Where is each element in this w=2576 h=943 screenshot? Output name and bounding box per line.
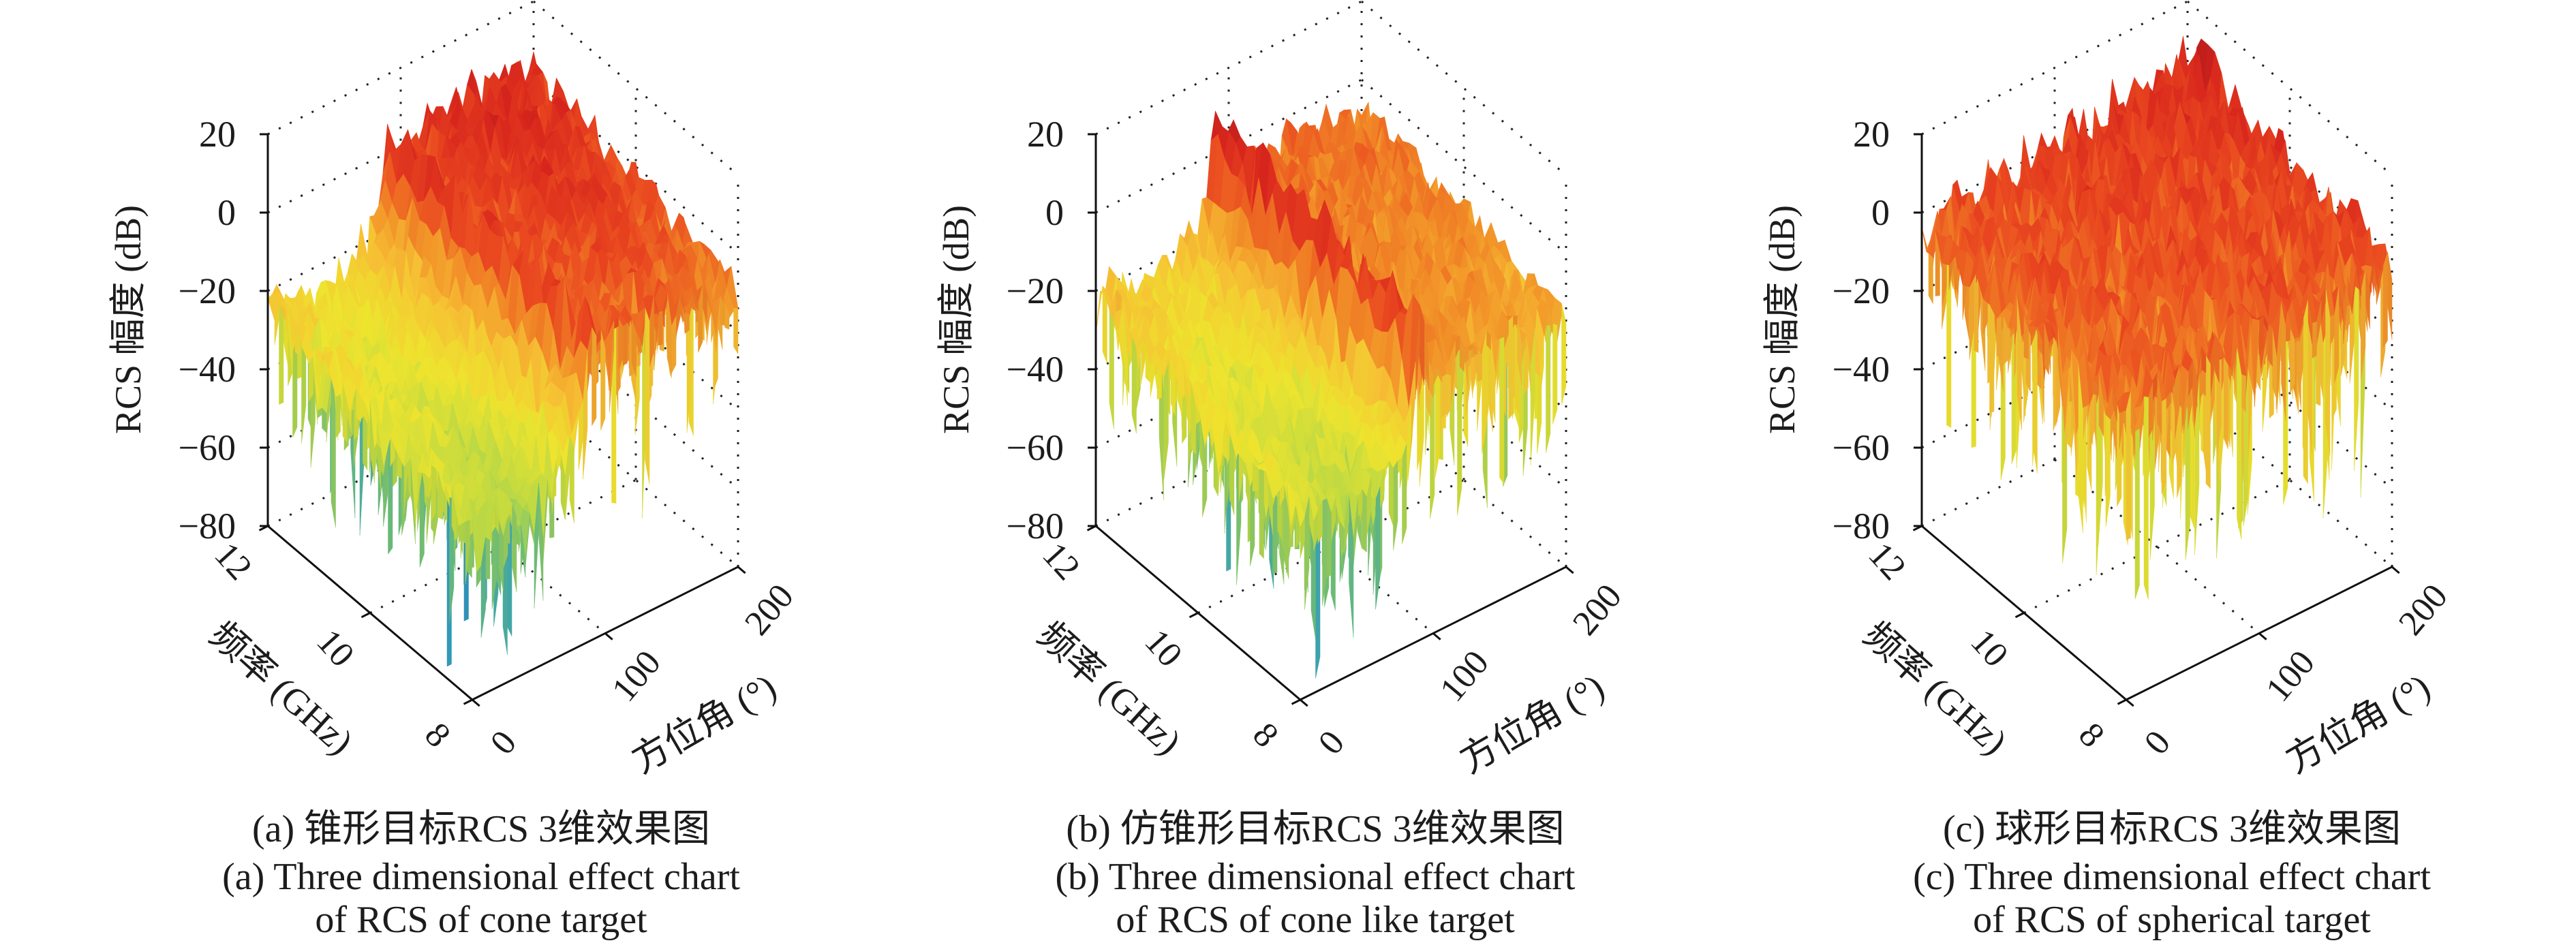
z-tick-label: −40 xyxy=(179,349,236,390)
surface-cell xyxy=(356,223,368,262)
caption-english-line: (a) Three dimensional effect chart xyxy=(222,856,740,898)
surface-skirt xyxy=(622,322,628,367)
z-tick-label: 20 xyxy=(199,114,236,155)
surface xyxy=(267,51,739,667)
surface-skirt xyxy=(645,307,650,484)
azimuth-tick-label: 200 xyxy=(737,577,801,643)
surface-skirt xyxy=(578,401,583,471)
surface-skirt xyxy=(485,537,491,579)
surface-skirt xyxy=(684,311,690,335)
azimuth-tick-mark xyxy=(472,698,480,707)
z-tick-label: −80 xyxy=(179,506,236,546)
frequency-tick-mark xyxy=(463,698,473,705)
z-axis-title: RCS 幅度 (dB) xyxy=(108,205,149,434)
z-tick-label: −60 xyxy=(179,427,236,468)
surface-skirt xyxy=(671,315,677,373)
surface-skirt xyxy=(592,327,597,427)
surface-skirt xyxy=(569,435,574,524)
frequency-tick-mark xyxy=(361,612,371,619)
caption-chinese: (a) 锥形目标RCS 3维效果图 xyxy=(252,808,710,850)
z-tick-label: −20 xyxy=(179,270,236,311)
frequency-tick-label: 10 xyxy=(309,622,361,675)
gridline-back-wall xyxy=(267,0,534,136)
surface-skirt xyxy=(335,393,341,439)
caption-english-line: of RCS of cone target xyxy=(315,899,647,941)
surface-skirt xyxy=(658,311,663,346)
z-tick-label: 0 xyxy=(217,192,236,233)
surface-skirt xyxy=(733,307,739,355)
figure-caption: (a) 锥形目标RCS 3维效果图 (a) Three dimensional e… xyxy=(222,808,740,941)
azimuth-tick-mark xyxy=(737,566,746,574)
surface-skirt xyxy=(512,504,517,593)
frequency-tick-label: 8 xyxy=(417,715,458,754)
azimuth-tick-label: 0 xyxy=(483,724,524,762)
surface-skirt xyxy=(431,464,436,522)
surface xyxy=(1095,102,1567,679)
azimuth-tick-label: 100 xyxy=(604,643,669,709)
azimuth-tick-mark xyxy=(604,632,613,640)
